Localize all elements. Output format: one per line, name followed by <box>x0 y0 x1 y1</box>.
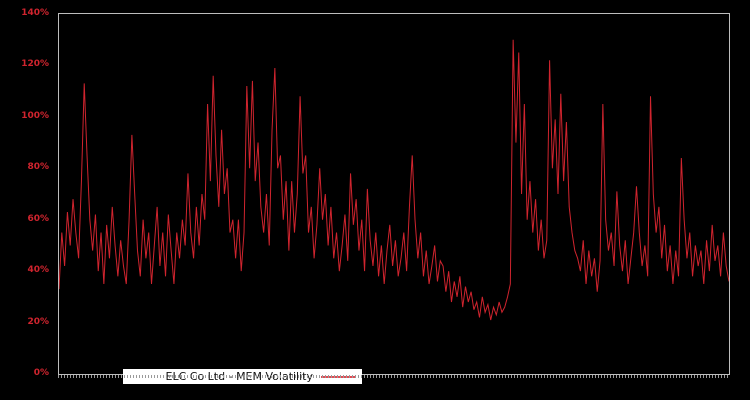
y-axis: 0% 20% 40% 60% 80% 100% 120% 140% <box>0 0 52 400</box>
y-axis-tick-label: 40% <box>27 265 49 276</box>
y-axis-tick-label: 60% <box>27 213 49 224</box>
y-axis-tick-label: 80% <box>27 162 49 173</box>
volatility-line <box>59 39 729 321</box>
y-axis-tick-label: 140% <box>21 8 49 18</box>
x-axis-tick-strip <box>58 375 730 378</box>
y-axis-tick-label: 0% <box>33 368 49 378</box>
plot-area: ELC Co Ltd - MEM Volatility <box>58 13 730 384</box>
y-axis-tick-label: 20% <box>27 316 49 327</box>
y-axis-tick-label: 120% <box>21 59 49 70</box>
plot-svg <box>59 39 729 321</box>
y-axis-tick-label: 100% <box>21 110 49 121</box>
